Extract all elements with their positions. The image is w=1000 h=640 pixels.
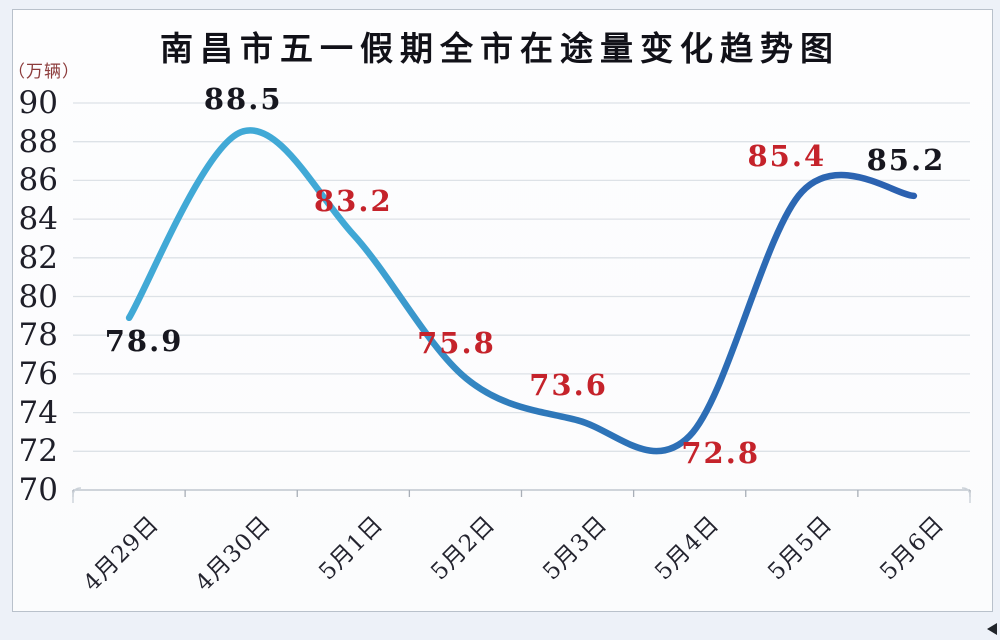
- chart-title: 南昌市五一假期全市在途量变化趋势图: [160, 29, 840, 68]
- x-axis-line: [72, 487, 971, 503]
- trend-line-path: [125, 127, 918, 455]
- y-tick-label: 74: [18, 394, 58, 431]
- y-tick-label: 78: [18, 317, 58, 354]
- y-tick-label: 84: [18, 201, 58, 238]
- data-point-label: 75.8: [417, 325, 496, 360]
- y-axis-unit-label: （万辆）: [8, 62, 80, 82]
- corner-resize-marker-icon: [987, 623, 997, 635]
- y-tick-label: 70: [18, 472, 58, 508]
- data-point-label: 83.2: [313, 183, 393, 218]
- y-tick-label: 86: [18, 162, 58, 199]
- data-point-label: 78.9: [104, 323, 184, 358]
- y-tick-label: 72: [18, 433, 58, 470]
- y-tick-label: 88: [18, 123, 58, 160]
- data-point-label: 85.2: [866, 142, 946, 177]
- data-point-label: 85.4: [747, 139, 827, 173]
- label-area-corner: [72, 487, 971, 503]
- chart-frame: [12, 9, 993, 612]
- data-point-label: 72.8: [681, 435, 761, 470]
- data-point-label: 73.6: [529, 368, 608, 403]
- y-tick-label: 76: [18, 355, 58, 392]
- y-tick-label: 80: [18, 278, 58, 315]
- y-tick-label: 82: [18, 239, 58, 276]
- y-tick-label: 90: [18, 85, 58, 121]
- data-point-label: 88.5: [203, 82, 283, 117]
- gridlines: [73, 102, 970, 491]
